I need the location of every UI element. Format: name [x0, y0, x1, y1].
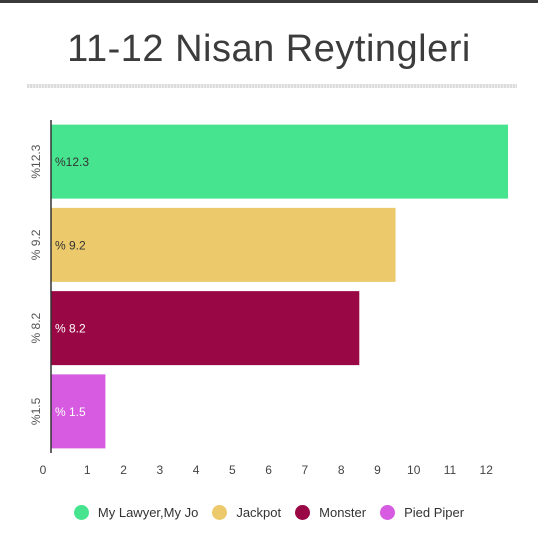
legend-item-1[interactable]: Jackpot [212, 505, 281, 520]
category-label-0: %12.3 [29, 144, 43, 178]
bar-chart: %12.3 %12.3 % 9.2 % 9.2 % 8.2 % 8.2 % 1.5 %1.5 0… [29, 120, 508, 477]
x-tick-label-9: 9 [374, 463, 381, 477]
x-tick-label-4: 4 [193, 463, 200, 477]
bar-2 [51, 291, 360, 366]
legend-swatch-0 [73, 505, 89, 520]
bar-0 [51, 124, 508, 199]
legend-swatch-2 [295, 505, 311, 520]
bar-3 [51, 374, 106, 449]
top-border [0, 0, 538, 3]
category-label-1: % 9.2 [29, 229, 43, 260]
x-tick-label-12: 12 [480, 463, 494, 477]
x-tick-label-5: 5 [229, 463, 236, 477]
x-tick-label-6: 6 [265, 463, 272, 477]
x-tick-label-2: 2 [120, 463, 127, 477]
x-tick-label-1: 1 [84, 463, 91, 477]
x-tick-label-0: 0 [40, 463, 47, 477]
x-tick-label-7: 7 [302, 463, 309, 477]
x-tick-label-8: 8 [338, 463, 345, 477]
legend-swatch-1 [212, 505, 228, 520]
data-label-2: % 8.2 [55, 322, 86, 336]
data-label-1: % 9.2 [55, 238, 86, 252]
title-separator [27, 84, 517, 88]
legend-label-2: Monster [319, 505, 367, 520]
legend-item-2[interactable]: Monster [295, 505, 366, 520]
legend-label-1: Jackpot [236, 505, 282, 520]
legend-label-0: My Lawyer,My Jo [97, 505, 199, 520]
x-tick-label-3: 3 [156, 463, 163, 477]
chart-title: 11-12 Nisan Reytingleri [67, 28, 471, 70]
x-tick-label-11: 11 [444, 463, 457, 477]
x-tick-label-10: 10 [407, 463, 421, 477]
bar-1 [51, 207, 396, 282]
data-label-0: %12.3 [55, 155, 89, 169]
legend-item-3[interactable]: Pied Piper [380, 505, 464, 520]
chart-legend: My Lawyer,My Jo Jackpot Monster Pied Piper [0, 505, 538, 520]
legend-label-3: Pied Piper [404, 505, 465, 520]
category-label-3: %1.5 [29, 397, 43, 425]
legend-item-0[interactable]: My Lawyer,My Jo [73, 505, 199, 520]
category-label-2: % 8.2 [29, 312, 43, 343]
data-label-3: % 1.5 [55, 405, 86, 419]
legend-swatch-3 [380, 505, 396, 520]
